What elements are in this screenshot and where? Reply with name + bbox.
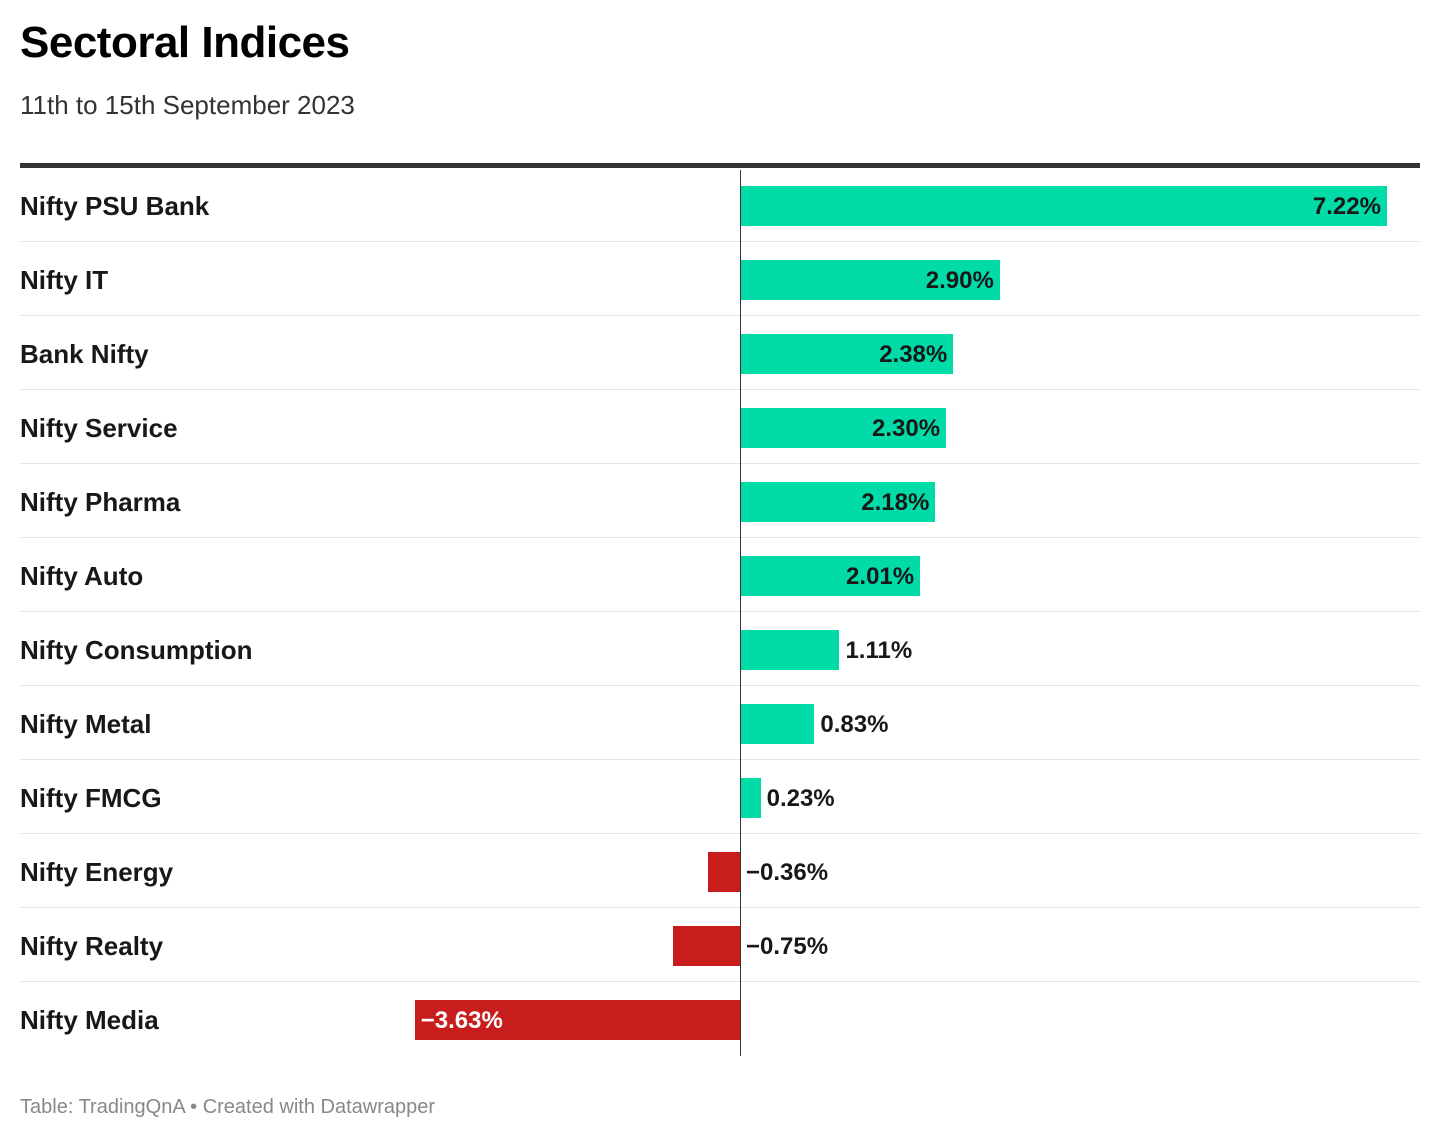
- row-label: Nifty Consumption: [20, 635, 253, 665]
- table-row: Nifty FMCG 0.23%: [20, 760, 1420, 834]
- header-rule: [20, 163, 1420, 168]
- positive-bar: [740, 260, 1000, 300]
- row-label: Nifty Energy: [20, 857, 174, 887]
- source-note: Table: TradingQnA: [20, 1096, 185, 1118]
- bar-value-label: 2.90%: [925, 267, 994, 294]
- footer-separator: •: [184, 1096, 203, 1118]
- row-label: Nifty Auto: [20, 561, 144, 591]
- row-label: Nifty FMCG: [20, 783, 162, 813]
- row-label: Nifty Service: [20, 413, 178, 443]
- table-row: Nifty IT 2.90%: [20, 242, 1420, 316]
- positive-bar: [740, 408, 947, 448]
- row-label: Nifty Pharma: [20, 487, 181, 517]
- bar-value-label: 0.83%: [820, 711, 889, 738]
- table-row: Nifty Pharma 2.18%: [20, 464, 1420, 538]
- table-row: Bank Nifty 2.38%: [20, 316, 1420, 390]
- row-label: Nifty Metal: [20, 709, 152, 739]
- bar-value-label: 2.18%: [861, 489, 930, 516]
- bar-value-label: −0.75%: [746, 933, 829, 960]
- table-row: Nifty Service 2.30%: [20, 390, 1420, 464]
- bar-value-label: 1.11%: [845, 637, 913, 664]
- positive-bar: [740, 186, 1387, 226]
- zero-baseline: [740, 170, 741, 1056]
- chart-title: Sectoral Indices: [20, 18, 350, 67]
- bar-value-label: 7.22%: [1312, 193, 1381, 220]
- row-label: Bank Nifty: [20, 339, 149, 369]
- positive-bar: [740, 334, 954, 374]
- negative-bar: [672, 926, 740, 966]
- positive-bar: [740, 482, 936, 522]
- table-row: Nifty PSU Bank 7.22%: [20, 168, 1420, 242]
- table-row: Nifty Energy −0.36%: [20, 834, 1420, 908]
- table-row: Nifty Media −3.63%: [20, 982, 1420, 1056]
- chart-subtitle: 11th to 15th September 2023: [20, 90, 355, 120]
- row-label: Nifty IT: [20, 265, 109, 295]
- positive-bar: [740, 704, 815, 744]
- table-row: Nifty Metal 0.83%: [20, 686, 1420, 760]
- table-row: Nifty Realty −0.75%: [20, 908, 1420, 982]
- bar-value-label: 2.30%: [872, 415, 941, 442]
- bar-value-label: −3.63%: [420, 1007, 503, 1034]
- bar-value-label: 2.38%: [879, 341, 948, 368]
- row-label: Nifty Media: [20, 1005, 159, 1035]
- negative-bar: [707, 852, 740, 892]
- bar-value-label: 0.23%: [766, 785, 835, 812]
- positive-bar: [740, 778, 761, 818]
- bar-table: Nifty PSU Bank 7.22% Nifty IT 2.90% Bank Nif…: [20, 168, 1420, 1056]
- table-row: Nifty Auto 2.01%: [20, 538, 1420, 612]
- bar-value-label: −0.36%: [746, 859, 829, 886]
- table-row: Nifty Consumption 1.11%: [20, 612, 1420, 686]
- chart-footer: Table: TradingQnA • Created with Datawra…: [20, 1096, 435, 1119]
- row-label: Nifty PSU Bank: [20, 191, 210, 221]
- bar-value-label: 2.01%: [846, 563, 915, 590]
- positive-bar: [740, 630, 840, 670]
- negative-bar: [414, 1000, 740, 1040]
- credit-link[interactable]: Created with Datawrapper: [202, 1096, 436, 1118]
- positive-bar: [740, 556, 921, 596]
- row-label: Nifty Realty: [20, 931, 164, 961]
